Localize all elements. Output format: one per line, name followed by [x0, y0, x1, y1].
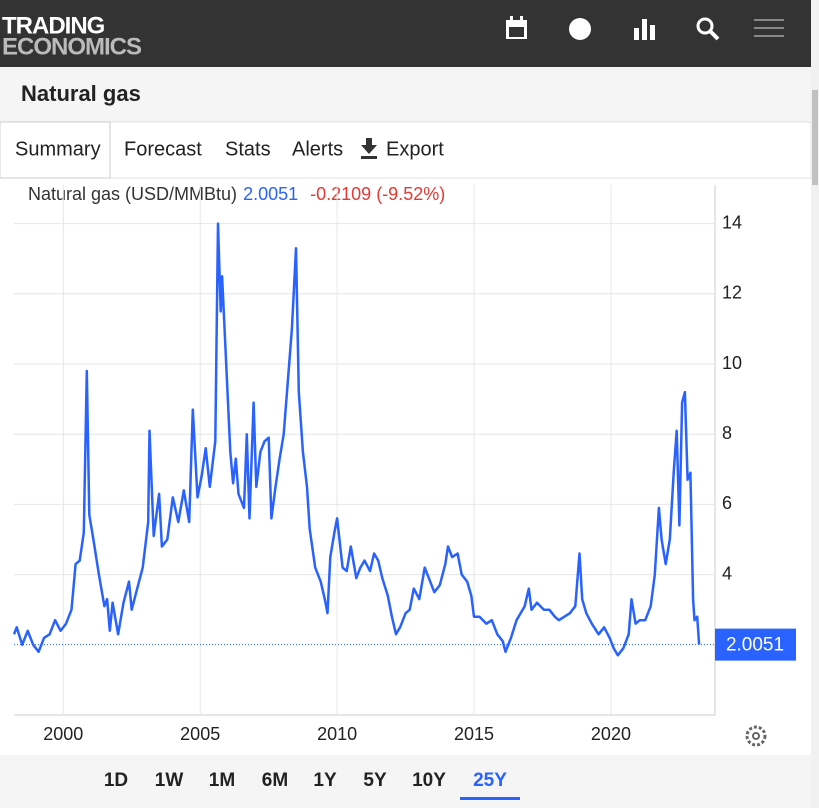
range-button[interactable]: 25Y	[473, 770, 507, 791]
price-line	[12, 222, 701, 657]
settings-icon[interactable]	[745, 725, 767, 747]
change-percent: (-9.52%)	[376, 184, 445, 204]
header-bar	[0, 0, 811, 67]
logo[interactable]: ECONOMICS	[2, 33, 143, 60]
tabs-bar	[0, 121, 812, 179]
change: -0.2109	[310, 184, 371, 204]
last-value-badge	[715, 628, 796, 661]
menu-icon[interactable]	[754, 19, 784, 37]
last-value-label: 2.0051	[726, 635, 784, 656]
last-value: 2.0051	[243, 184, 298, 204]
tab[interactable]: Export	[386, 138, 444, 160]
logo[interactable]: TRADING	[2, 12, 106, 39]
y-tick-label: 12	[722, 283, 742, 303]
range-button[interactable]: 1D	[104, 770, 128, 791]
x-tick-label: 2020	[591, 724, 631, 744]
tab[interactable]: Summary	[15, 138, 101, 160]
x-tick-label: 2010	[317, 724, 357, 744]
series-name: Natural gas (USD/MMBtu)	[28, 184, 237, 204]
range-button[interactable]: 5Y	[363, 770, 387, 791]
y-tick-label: 10	[722, 353, 742, 373]
y-tick-label: 6	[722, 493, 732, 513]
page-title: Natural gas	[21, 81, 141, 106]
tab[interactable]: Alerts	[292, 138, 343, 160]
active-tab	[0, 121, 111, 179]
range-button[interactable]: 1W	[155, 770, 184, 791]
x-tick-label: 2005	[180, 724, 220, 744]
y-tick-label: 8	[722, 423, 732, 443]
range-button[interactable]: 1M	[209, 770, 235, 791]
y-tick-label: 4	[722, 563, 732, 583]
tab[interactable]: Stats	[225, 138, 271, 160]
range-button[interactable]: 10Y	[412, 770, 446, 791]
range-button[interactable]: 1Y	[313, 770, 337, 791]
chart-icon[interactable]	[634, 19, 655, 40]
tab[interactable]: Forecast	[124, 138, 202, 160]
globe-icon[interactable]	[569, 18, 591, 40]
search-icon[interactable]	[696, 17, 720, 41]
x-tick-label: 2015	[454, 724, 494, 744]
title-bar	[0, 67, 811, 122]
export-icon	[361, 138, 377, 159]
range-underline	[460, 797, 520, 800]
y-tick-label: 14	[722, 212, 742, 232]
scrollbar-thumb[interactable]	[812, 90, 818, 185]
range-bar	[0, 755, 811, 808]
range-button[interactable]: 6M	[262, 770, 288, 791]
x-tick-label: 2000	[43, 724, 83, 744]
scrollbar	[811, 0, 819, 808]
calendar-icon[interactable]	[506, 16, 527, 39]
